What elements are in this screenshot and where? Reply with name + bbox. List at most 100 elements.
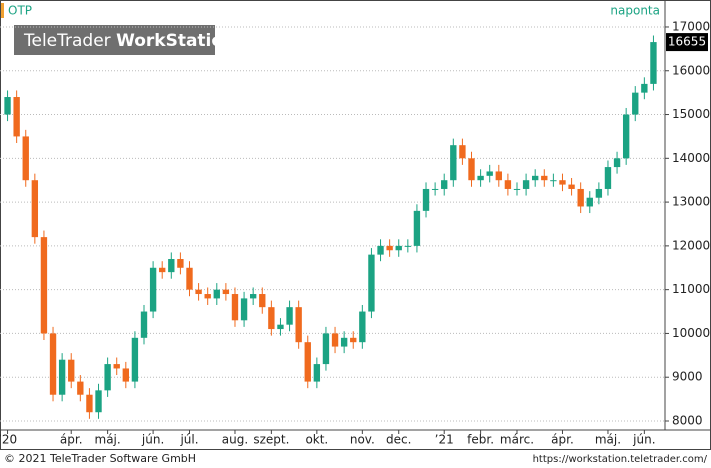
candle-body xyxy=(541,175,548,181)
candle-body xyxy=(113,364,120,369)
x-tick-label: ápr. xyxy=(551,433,574,447)
candle-body xyxy=(58,359,66,395)
y-tick-label: 16000 xyxy=(672,63,710,77)
chart-title: OTP xyxy=(8,4,32,18)
candle-body xyxy=(286,307,293,325)
watermark-product: WorkStation xyxy=(116,31,235,51)
candle-body xyxy=(604,167,612,189)
candle-body xyxy=(149,267,157,312)
candle-body xyxy=(195,289,202,295)
candle-body xyxy=(395,245,402,251)
candle-body xyxy=(231,294,239,321)
candle-body xyxy=(331,333,339,347)
last-value-label: 16655 xyxy=(668,35,706,49)
candle-body xyxy=(595,188,603,198)
candle-body xyxy=(413,210,421,246)
candle-body xyxy=(513,188,521,190)
y-tick-label: 14000 xyxy=(672,151,710,165)
candle-body xyxy=(131,337,139,382)
candle-body xyxy=(249,294,257,299)
candle-body xyxy=(550,180,557,182)
candle-body xyxy=(495,171,502,181)
candle-body xyxy=(204,294,211,299)
x-tick-label: szept. xyxy=(253,433,289,447)
interval: naponta xyxy=(610,4,660,18)
candle-body xyxy=(650,42,657,84)
candle-body xyxy=(168,259,175,273)
y-tick-label: 9000 xyxy=(672,370,703,384)
frame xyxy=(0,0,711,450)
candle-body xyxy=(122,368,129,382)
x-tick-label: nov. xyxy=(350,433,375,447)
candle-body xyxy=(240,298,248,321)
candle-body xyxy=(431,188,439,190)
candle-body xyxy=(577,188,584,207)
candle-body xyxy=(450,145,457,181)
x-tick-label: ápr. xyxy=(60,433,83,447)
candle-body xyxy=(350,337,357,343)
candle-body xyxy=(504,180,512,189)
x-tick-label: júl. xyxy=(179,433,198,447)
candle-body xyxy=(522,180,530,189)
y-tick-label: 13000 xyxy=(672,195,710,209)
candle-body xyxy=(322,333,330,365)
candle-body xyxy=(532,175,539,181)
candle-body xyxy=(368,254,375,312)
candle-body xyxy=(641,83,648,93)
candle-body xyxy=(340,337,348,347)
x-tick-label: febr. xyxy=(467,433,494,447)
candle-body xyxy=(459,145,466,159)
x-tick-label: márc. xyxy=(500,433,534,447)
candle-body xyxy=(632,92,639,115)
candle-body xyxy=(177,259,184,268)
candle-body xyxy=(386,245,393,251)
x-tick-label: okt. xyxy=(305,433,328,447)
candle-body xyxy=(159,267,166,273)
candle-body xyxy=(559,180,566,185)
x-tick-label: ’20 xyxy=(0,433,17,447)
x-tick-label: máj. xyxy=(595,433,621,447)
y-tick-label: 12000 xyxy=(672,238,710,252)
candle-body xyxy=(268,307,275,330)
x-tick-label: máj. xyxy=(95,433,121,447)
candle-body xyxy=(377,245,384,255)
copyright: © 2021 TeleTrader Software GmbH xyxy=(4,452,196,465)
candle-body xyxy=(295,307,302,343)
candle-body xyxy=(477,175,484,181)
candle-body xyxy=(140,311,148,338)
footer-url: https://workstation.teletrader.com/ xyxy=(533,454,708,465)
candle-body xyxy=(86,394,93,413)
candle-body xyxy=(304,342,311,382)
candle-body xyxy=(468,158,475,181)
candle-body xyxy=(259,294,266,308)
candle-body xyxy=(404,245,412,247)
candle-body xyxy=(40,237,48,334)
candle-body xyxy=(359,311,366,343)
y-tick-label: 11000 xyxy=(672,282,710,296)
candle-body xyxy=(586,197,593,207)
x-tick-label: ’21 xyxy=(435,433,454,447)
y-tick-label: 15000 xyxy=(672,107,710,121)
candle-body xyxy=(277,324,284,330)
candle-body xyxy=(613,158,621,168)
x-tick-label: jún. xyxy=(632,433,655,447)
candle-body xyxy=(568,184,575,189)
y-tick-label: 8000 xyxy=(672,413,703,427)
candle-body xyxy=(213,289,220,299)
x-tick-label: dec. xyxy=(386,433,411,447)
y-tick-label: 17000 xyxy=(672,19,710,33)
candle-body xyxy=(13,97,20,137)
candle-body xyxy=(77,381,84,395)
watermark-brand: TeleTrader xyxy=(23,31,111,51)
candle-body xyxy=(222,289,230,295)
title-marker xyxy=(1,3,4,18)
candle-body xyxy=(95,390,102,413)
x-tick-label: jún. xyxy=(141,433,164,447)
candle-body xyxy=(49,333,57,395)
candle-body xyxy=(4,97,11,115)
candle-body xyxy=(22,136,29,181)
watermark: TeleTrader WorkStation xyxy=(23,31,235,51)
candle-body xyxy=(422,188,430,211)
candle-body xyxy=(186,267,193,290)
